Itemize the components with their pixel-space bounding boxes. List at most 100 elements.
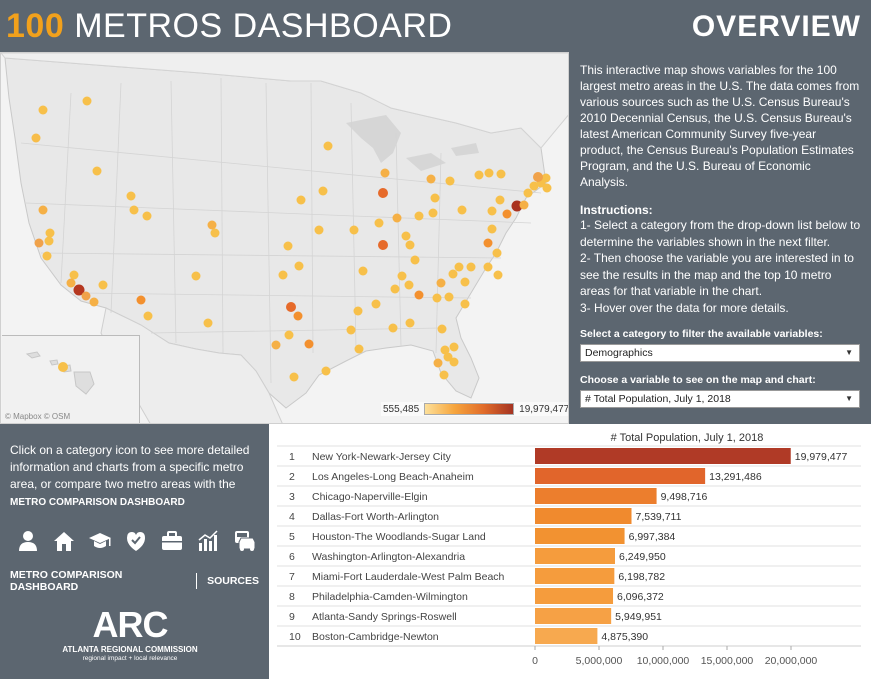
metro-dot <box>397 271 407 281</box>
metro-dot <box>353 306 363 316</box>
category-dropdown[interactable]: Demographics ▼ <box>580 344 860 362</box>
logo-organization-name: ATLANTA REGIONAL COMMISSION <box>62 645 198 654</box>
x-tick-label: 5,000,000 <box>576 655 623 667</box>
metro-dot <box>426 174 436 184</box>
rank-label: 2 <box>289 471 295 483</box>
metro-dot <box>358 266 368 276</box>
metro-dot <box>349 225 359 235</box>
instruction-step-1: 1- Select a category from the drop-down … <box>580 218 861 249</box>
metro-dot <box>354 344 364 354</box>
heart-shield-icon[interactable] <box>124 529 148 553</box>
metro-dot <box>511 200 523 212</box>
chart-canvas[interactable]: # Total Population, July 1, 2018 1 New Yor… <box>269 424 871 679</box>
metro-dot <box>38 205 48 215</box>
comparison-inline-link[interactable]: METRO COMPARISON DASHBOARD <box>10 497 185 508</box>
x-tick-label: 20,000,000 <box>765 655 818 667</box>
metro-dot <box>283 241 293 251</box>
header-bar: 100 METROS DASHBOARD OVERVIEW <box>0 0 871 52</box>
instruction-step-2: 2- Then choose the variable you are inte… <box>580 251 854 298</box>
value-label: 6,198,782 <box>618 571 665 583</box>
value-label: 13,291,486 <box>709 471 762 483</box>
info-panel: This interactive map shows variables for… <box>569 52 871 424</box>
bar[interactable] <box>535 608 612 624</box>
metro-dot <box>293 311 303 321</box>
hawaii-canvas <box>25 351 95 395</box>
great-lakes <box>346 115 479 171</box>
metro-dots <box>31 96 552 382</box>
metro-comparison-link[interactable]: METRO COMPARISON DASHBOARD <box>10 569 123 593</box>
metro-dot <box>304 339 314 349</box>
metro-dot <box>294 261 304 271</box>
chevron-down-icon: ▼ <box>845 394 853 403</box>
metro-dot <box>346 325 356 335</box>
rank-label: 1 <box>289 451 295 463</box>
metro-dot <box>371 299 381 309</box>
metro-dot <box>495 195 505 205</box>
bar[interactable] <box>535 468 706 484</box>
hawaii-inset-map[interactable] <box>2 335 140 423</box>
metro-dot <box>533 172 543 182</box>
metro-dot <box>38 105 48 115</box>
arc-logo: ARC ATLANTA REGIONAL COMMISSION regional… <box>10 604 250 663</box>
metro-dot <box>207 220 217 230</box>
metro-dot <box>414 211 424 221</box>
us-metro-map[interactable]: © Mapbox © OSM 555,485 19,979,477 <box>0 52 569 424</box>
bar[interactable] <box>535 508 632 524</box>
metro-dot <box>440 345 450 355</box>
variable-dropdown[interactable]: # Total Population, July 1, 2018 ▼ <box>580 390 860 408</box>
metro-dot <box>378 188 388 198</box>
category-label: New York-Newark-Jersey City <box>312 451 452 463</box>
bar-chart-icon[interactable] <box>196 529 220 553</box>
sources-link[interactable]: SOURCES <box>207 575 259 587</box>
metro-dot <box>142 211 152 221</box>
metro-dot <box>191 271 201 281</box>
category-label: Washington-Arlington-Alexandria <box>312 551 465 563</box>
bar[interactable] <box>535 628 598 644</box>
metro-dot <box>483 262 493 272</box>
house-icon[interactable] <box>52 529 76 553</box>
logo-letters: ARC <box>92 604 169 645</box>
map-canvas[interactable] <box>1 53 569 424</box>
metro-dot <box>388 323 398 333</box>
metro-dot <box>69 270 79 280</box>
car-transit-icon[interactable] <box>232 529 256 553</box>
metro-dot <box>98 280 108 290</box>
metro-dot <box>82 96 92 106</box>
metro-dot <box>73 284 85 296</box>
metro-dot <box>410 255 420 265</box>
category-label: Boston-Cambridge-Newton <box>312 631 439 643</box>
metro-dot <box>493 270 503 280</box>
rank-label: 5 <box>289 531 295 543</box>
top10-bar-chart[interactable]: # Total Population, July 1, 2018 1 New Yor… <box>269 424 871 679</box>
canada-land <box>1 53 568 149</box>
metro-dot <box>414 290 424 300</box>
variable-dropdown-value: # Total Population, July 1, 2018 <box>585 393 731 405</box>
metro-dot <box>314 225 324 235</box>
metro-dot <box>296 195 306 205</box>
value-label: 6,096,372 <box>617 591 664 603</box>
category-label: Houston-The Woodlands-Sugar Land <box>312 531 486 543</box>
bar[interactable] <box>535 448 791 464</box>
value-label: 9,498,716 <box>661 491 708 503</box>
metro-dot <box>31 133 41 143</box>
color-legend: 555,485 19,979,477 <box>381 402 568 416</box>
metro-dot <box>89 297 99 307</box>
metro-dot <box>541 173 551 183</box>
bar[interactable] <box>535 568 615 584</box>
metro-dot <box>487 224 497 234</box>
bar[interactable] <box>535 588 614 604</box>
metro-dot <box>483 238 493 248</box>
bar[interactable] <box>535 488 657 504</box>
navigation-instructions: Click on a category icon to see more det… <box>10 442 259 511</box>
rank-label: 6 <box>289 551 295 563</box>
bar[interactable] <box>535 548 615 564</box>
person-icon[interactable] <box>16 529 40 553</box>
graduation-cap-icon[interactable] <box>88 529 112 553</box>
metro-dot <box>519 200 529 210</box>
rank-label: 7 <box>289 571 295 583</box>
briefcase-icon[interactable] <box>160 529 184 553</box>
metro-dot <box>443 352 453 362</box>
bar[interactable] <box>535 528 625 544</box>
category-label: Miami-Fort Lauderdale-West Palm Beach <box>312 571 505 583</box>
metro-dot <box>284 330 294 340</box>
